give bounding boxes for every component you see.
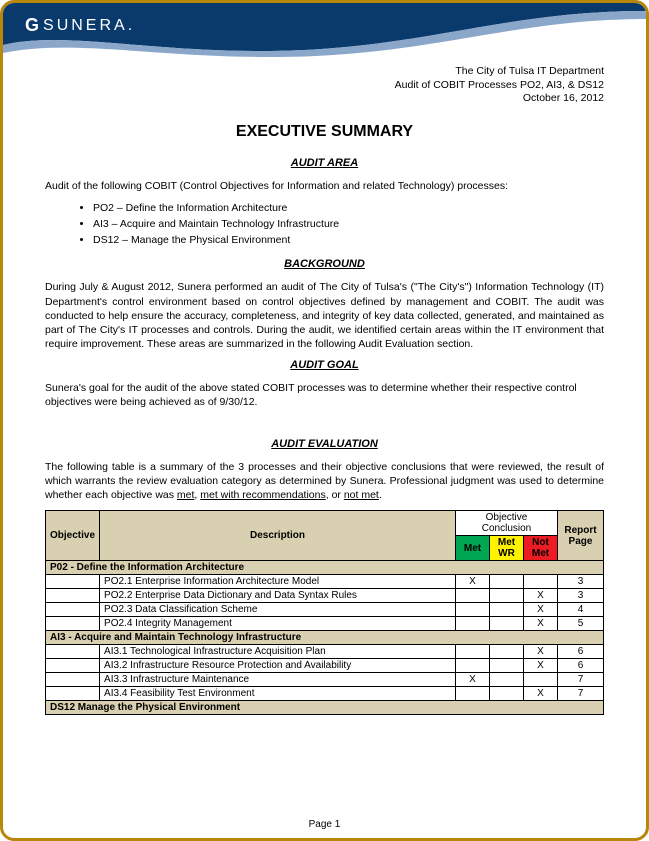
table-row: AI3.2 Infrastructure Resource Protection… (46, 659, 604, 673)
col-objective: Objective (46, 511, 100, 561)
cell-page: 5 (558, 617, 604, 631)
cell-desc: PO2.3 Data Classification Scheme (100, 603, 456, 617)
logo-text: SUNERA. (43, 17, 135, 35)
cell-met (456, 687, 490, 701)
col-not-met: Not Met (524, 536, 558, 561)
cell-notmet: X (524, 603, 558, 617)
cell-notmet: X (524, 645, 558, 659)
cell-page: 7 (558, 687, 604, 701)
table-row: AI3.3 Infrastructure MaintenanceX 7 (46, 673, 604, 687)
page-title: EXECUTIVE SUMMARY (45, 123, 604, 141)
cell-metwr (490, 645, 524, 659)
table-row: PO2.2 Enterprise Data Dictionary and Dat… (46, 589, 604, 603)
cell-notmet (524, 575, 558, 589)
group-row: DS12 Manage the Physical Environment (46, 701, 604, 715)
cell-met (456, 617, 490, 631)
group-label: AI3 - Acquire and Maintain Technology In… (46, 631, 604, 645)
cell-notmet (524, 673, 558, 687)
cell-notmet: X (524, 617, 558, 631)
cell-notmet: X (524, 687, 558, 701)
group-label: DS12 Manage the Physical Environment (46, 701, 604, 715)
audit-evaluation-text: The following table is a summary of the … (45, 460, 604, 503)
cell-page: 3 (558, 589, 604, 603)
col-description: Description (100, 511, 456, 561)
header-band: G SUNERA. (3, 3, 646, 59)
eval-u3: not met (344, 489, 379, 501)
heading-audit-area: AUDIT AREA (45, 157, 604, 169)
audit-area-intro: Audit of the following COBIT (Control Ob… (45, 179, 604, 193)
cell-desc: PO2.2 Enterprise Data Dictionary and Dat… (100, 589, 456, 603)
audit-area-bullets: PO2 – Define the Information Architectur… (93, 201, 604, 248)
heading-audit-evaluation: AUDIT EVALUATION (45, 438, 604, 450)
bullet-item: PO2 – Define the Information Architectur… (93, 201, 604, 217)
header-line-3: October 16, 2012 (395, 92, 604, 106)
cell-metwr (490, 575, 524, 589)
group-row: P02 - Define the Information Architectur… (46, 561, 604, 575)
cell-desc: PO2.4 Integrity Management (100, 617, 456, 631)
evaluation-table: Objective Description Objective Conclusi… (45, 510, 604, 715)
header-line-1: The City of Tulsa IT Department (395, 65, 604, 79)
bullet-item: AI3 – Acquire and Maintain Technology In… (93, 217, 604, 233)
eval-mid2: , or (326, 489, 344, 501)
cell-desc: AI3.1 Technological Infrastructure Acqui… (100, 645, 456, 659)
cell-page: 6 (558, 645, 604, 659)
cell-desc: AI3.4 Feasibility Test Environment (100, 687, 456, 701)
page-number: Page 1 (3, 819, 646, 830)
cell-page: 3 (558, 575, 604, 589)
eval-u2: met with recommendations (200, 489, 325, 501)
cell-metwr (490, 589, 524, 603)
cell-met (456, 589, 490, 603)
col-met: Met (456, 536, 490, 561)
cell-page: 7 (558, 673, 604, 687)
cell-desc: AI3.2 Infrastructure Resource Protection… (100, 659, 456, 673)
group-row: AI3 - Acquire and Maintain Technology In… (46, 631, 604, 645)
page-container: G SUNERA. The City of Tulsa IT Departmen… (0, 0, 649, 841)
group-label: P02 - Define the Information Architectur… (46, 561, 604, 575)
logo-mark-icon: G (25, 15, 39, 36)
bullet-item: DS12 – Manage the Physical Environment (93, 233, 604, 249)
cell-page: 4 (558, 603, 604, 617)
cell-metwr (490, 687, 524, 701)
cell-metwr (490, 673, 524, 687)
cell-met: X (456, 575, 490, 589)
audit-goal-text: Sunera's goal for the audit of the above… (45, 381, 604, 409)
table-row: AI3.4 Feasibility Test Environment X7 (46, 687, 604, 701)
col-objective-conclusion: Objective Conclusion (456, 511, 558, 536)
cell-met: X (456, 673, 490, 687)
logo: G SUNERA. (25, 15, 135, 36)
table-row: PO2.3 Data Classification Scheme X4 (46, 603, 604, 617)
cell-desc: PO2.1 Enterprise Information Architectur… (100, 575, 456, 589)
cell-desc: AI3.3 Infrastructure Maintenance (100, 673, 456, 687)
eval-u1: met (177, 489, 195, 501)
cell-page: 6 (558, 659, 604, 673)
table-row: AI3.1 Technological Infrastructure Acqui… (46, 645, 604, 659)
content: EXECUTIVE SUMMARY AUDIT AREA Audit of th… (3, 59, 646, 715)
table-row: PO2.1 Enterprise Information Architectur… (46, 575, 604, 589)
cell-notmet: X (524, 589, 558, 603)
header-line-2: Audit of COBIT Processes PO2, AI3, & DS1… (395, 79, 604, 93)
heading-audit-goal: AUDIT GOAL (45, 359, 604, 371)
header-meta: The City of Tulsa IT Department Audit of… (395, 65, 604, 106)
col-report-page: Report Page (558, 511, 604, 561)
cell-metwr (490, 617, 524, 631)
cell-metwr (490, 659, 524, 673)
eval-tail: . (379, 489, 382, 501)
col-met-wr: Met WR (490, 536, 524, 561)
cell-met (456, 645, 490, 659)
heading-background: BACKGROUND (45, 258, 604, 270)
cell-metwr (490, 603, 524, 617)
cell-met (456, 603, 490, 617)
cell-met (456, 659, 490, 673)
cell-notmet: X (524, 659, 558, 673)
background-text: During July & August 2012, Sunera perfor… (45, 280, 604, 351)
table-row: PO2.4 Integrity Management X5 (46, 617, 604, 631)
